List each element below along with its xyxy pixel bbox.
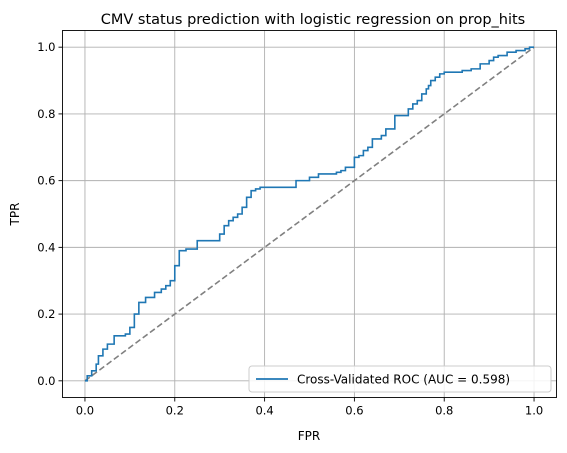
roc-curve-line (84, 46, 535, 382)
x-tick-label: 1.0 (525, 404, 543, 418)
plot-frame (62, 30, 557, 398)
legend: Cross-Validated ROC (AUC = 0.598) (248, 365, 552, 393)
y-tick-label: 0.8 (37, 107, 55, 121)
x-tick-label: 0.6 (345, 404, 363, 418)
chart-title: CMV status prediction with logistic regr… (101, 12, 525, 28)
y-tick-label: 0.0 (37, 374, 55, 388)
x-tick-label: 0.2 (166, 404, 184, 418)
y-tick-label: 0.4 (37, 240, 55, 254)
y-tick-label: 0.6 (37, 174, 55, 188)
legend-frame (248, 365, 552, 393)
x-tick-label: 0.0 (76, 404, 94, 418)
grid (62, 30, 557, 398)
y-tick-label: 1.0 (37, 40, 55, 54)
legend-label: Cross-Validated ROC (AUC = 0.598) (297, 373, 510, 387)
x-tick-label: 0.4 (255, 404, 273, 418)
axis-ticks: 0.0 0.2 0.4 0.6 0.8 1.0 0.0 0.2 0.4 0.6 0.8 1.0 (37, 40, 543, 417)
y-tick-label: 0.2 (37, 307, 55, 321)
series-layer (84, 46, 535, 382)
y-axis-label: TPR (8, 203, 22, 227)
chance-diagonal-line (84, 46, 535, 382)
x-axis-label: FPR (298, 429, 320, 443)
x-tick-label: 0.8 (435, 404, 453, 418)
